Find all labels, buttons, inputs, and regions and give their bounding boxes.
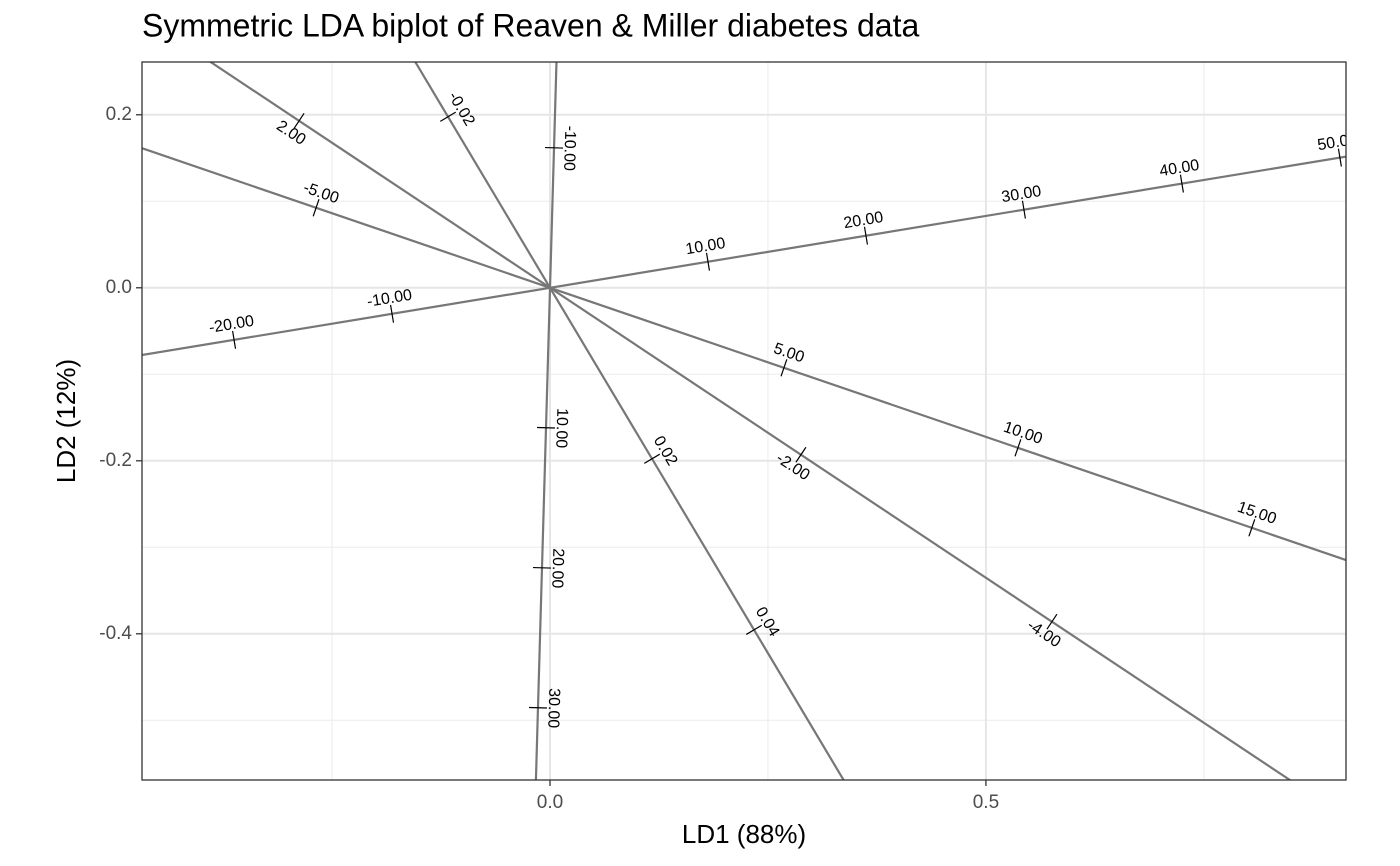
calibration-tick <box>536 426 556 429</box>
calibration-label: 40.00 <box>1158 157 1200 180</box>
panel-background <box>142 62 1346 780</box>
biplot-axis <box>534 62 558 780</box>
calibration-label: 20.00 <box>842 209 884 232</box>
y-tick-label: 0.2 <box>106 104 132 125</box>
calibration-label: 30.00 <box>544 688 562 729</box>
grid <box>142 62 1346 780</box>
y-axis-label: LD2 (12%) <box>51 359 81 483</box>
calibration-tick <box>232 330 237 349</box>
calibration-tick <box>795 446 807 463</box>
calibration-tick <box>439 111 457 122</box>
axis-ticks: 0.0 0.5 0.2 0.0 -0.2 -0.4 <box>99 104 999 813</box>
calibration-tick <box>780 359 788 377</box>
calibration-tick <box>528 706 547 709</box>
y-tick-label: -0.2 <box>99 450 132 471</box>
calibration-label: 10.00 <box>552 408 570 449</box>
x-tick-label: 0.0 <box>537 792 563 813</box>
calibration-label: 30.00 <box>1000 183 1042 206</box>
calibration-tick <box>312 199 320 217</box>
calibration-tick <box>1179 174 1184 193</box>
calibration-tick <box>293 112 305 129</box>
calibration-tick <box>545 146 564 149</box>
panel-border <box>141 61 1347 781</box>
calibration-tick <box>705 252 711 271</box>
calibration-tick <box>1337 148 1342 167</box>
y-tick-label: -0.4 <box>99 623 132 644</box>
calibration-tick <box>532 566 552 569</box>
chart-title: Symmetric LDA biplot of Reaven & Miller … <box>142 7 919 43</box>
x-axis-label: LD1 (88%) <box>682 819 806 849</box>
calibration-tick <box>1021 200 1027 219</box>
x-tick-label: 0.5 <box>973 792 999 813</box>
calibration-label: 50.00 <box>1316 131 1358 154</box>
calibration-tick <box>1014 439 1022 457</box>
calibration-label: 20.00 <box>548 548 566 589</box>
calibration-tick <box>389 304 395 323</box>
calibration-label: 10.00 <box>684 235 726 258</box>
calibration-tick <box>1046 613 1058 630</box>
y-tick-label: 0.0 <box>106 277 132 298</box>
calibration-tick <box>745 624 763 635</box>
calibration-tick <box>1248 519 1256 537</box>
calibration-tick <box>863 226 869 245</box>
calibration-label: -10.00 <box>560 125 578 171</box>
calibration-tick <box>643 453 661 464</box>
